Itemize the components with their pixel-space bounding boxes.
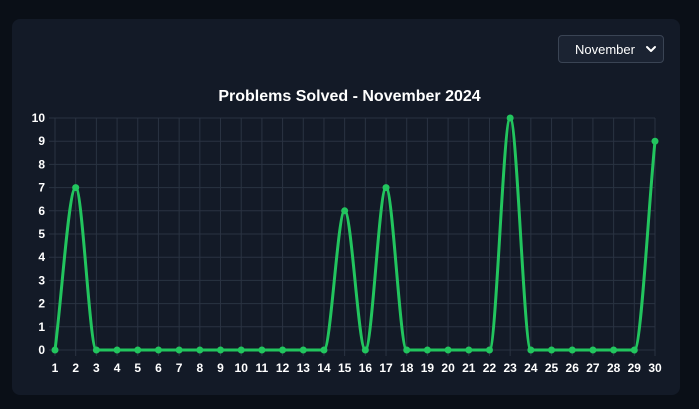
x-tick-label: 20 (441, 361, 455, 375)
x-tick-label: 30 (648, 361, 662, 375)
x-tick-label: 1 (52, 361, 59, 375)
data-point (527, 346, 535, 354)
month-select[interactable]: November (558, 35, 664, 63)
x-tick-label: 22 (483, 361, 497, 375)
x-tick-label: 8 (196, 361, 203, 375)
x-tick-label: 7 (176, 361, 183, 375)
data-point (403, 346, 411, 354)
data-point (51, 346, 59, 354)
data-point (506, 114, 514, 122)
data-point (341, 207, 349, 215)
x-tick-label: 26 (566, 361, 580, 375)
x-tick-label: 23 (503, 361, 517, 375)
x-tick-label: 17 (379, 361, 393, 375)
data-point (299, 346, 307, 354)
x-tick-label: 25 (545, 361, 559, 375)
y-tick-label: 0 (38, 343, 45, 357)
x-tick-label: 2 (72, 361, 79, 375)
y-tick-label: 2 (38, 297, 45, 311)
y-tick-label: 8 (38, 157, 45, 171)
x-tick-label: 12 (276, 361, 290, 375)
x-tick-label: 14 (317, 361, 331, 375)
y-tick-label: 9 (38, 134, 45, 148)
data-point (258, 346, 266, 354)
y-tick-label: 7 (38, 181, 45, 195)
x-tick-label: 13 (297, 361, 311, 375)
data-point (320, 346, 328, 354)
data-point (361, 346, 369, 354)
data-point (113, 346, 121, 354)
x-tick-label: 15 (338, 361, 352, 375)
data-point (465, 346, 473, 354)
data-point (423, 346, 431, 354)
y-tick-label: 10 (32, 111, 46, 125)
x-tick-label: 16 (359, 361, 373, 375)
data-point (630, 346, 638, 354)
x-tick-label: 27 (586, 361, 600, 375)
x-tick-label: 4 (114, 361, 121, 375)
data-point (92, 346, 100, 354)
month-select-value: November (575, 41, 635, 57)
data-point (589, 346, 597, 354)
chart-title: Problems Solved - November 2024 (218, 88, 481, 105)
y-tick-label: 6 (38, 204, 45, 218)
y-tick-label: 3 (38, 273, 45, 287)
chart-card (12, 19, 680, 395)
data-point (134, 346, 142, 354)
data-point (237, 346, 245, 354)
data-point (72, 184, 80, 192)
x-tick-label: 28 (607, 361, 621, 375)
data-point (175, 346, 183, 354)
x-tick-label: 6 (155, 361, 162, 375)
data-point (444, 346, 452, 354)
y-tick-label: 1 (38, 320, 45, 334)
x-tick-label: 18 (400, 361, 414, 375)
y-tick-label: 5 (38, 227, 45, 241)
data-point (196, 346, 204, 354)
data-point (382, 184, 390, 192)
x-tick-label: 29 (628, 361, 642, 375)
x-tick-label: 5 (134, 361, 141, 375)
data-point (610, 346, 618, 354)
x-tick-label: 19 (421, 361, 435, 375)
chevron-down-icon (646, 46, 656, 52)
data-point (217, 346, 225, 354)
x-tick-label: 9 (217, 361, 224, 375)
x-tick-label: 24 (524, 361, 538, 375)
data-point (485, 346, 493, 354)
y-tick-label: 4 (38, 250, 45, 264)
x-tick-label: 21 (462, 361, 476, 375)
x-tick-label: 11 (256, 361, 269, 375)
x-tick-label: 3 (93, 361, 100, 375)
data-point (568, 346, 576, 354)
data-point (154, 346, 162, 354)
data-point (651, 137, 659, 145)
data-point (279, 346, 287, 354)
x-tick-label: 10 (235, 361, 249, 375)
data-point (548, 346, 556, 354)
